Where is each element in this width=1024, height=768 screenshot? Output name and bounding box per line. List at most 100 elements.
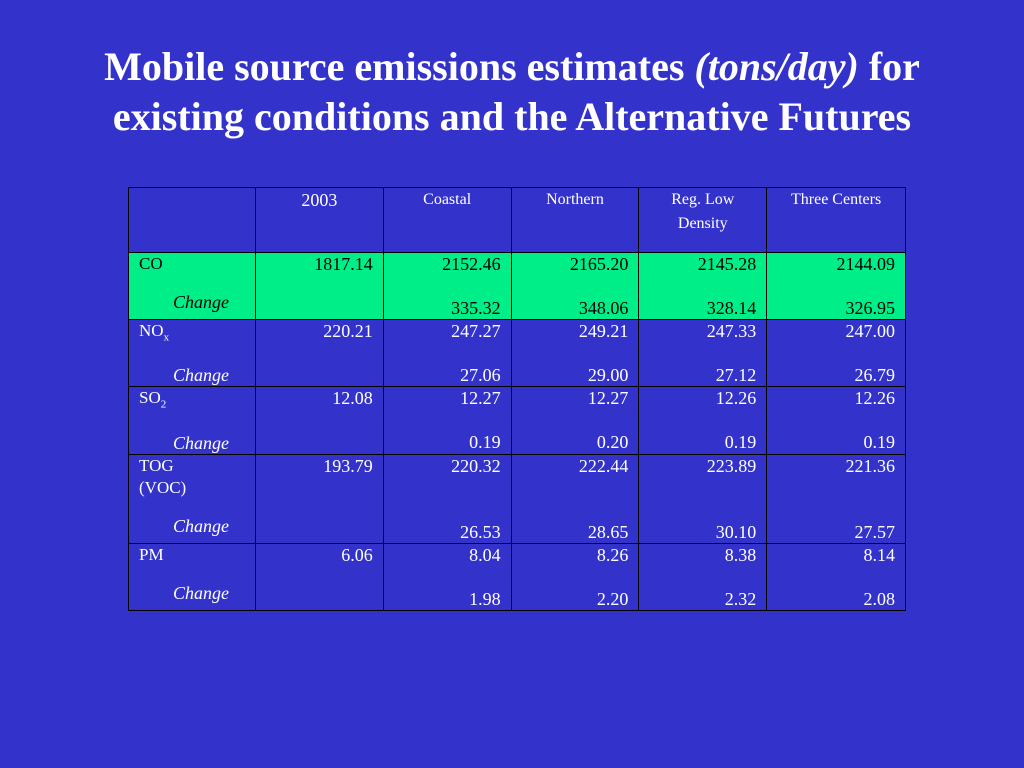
pollutant-name-text: NO xyxy=(139,321,164,340)
emission-value: 193.79 xyxy=(323,455,373,476)
pollutant-name: CO xyxy=(139,253,245,275)
table-row: SO2 Change 12.08 12.27 0.19 12.27 0.20 12.26 0.1… xyxy=(128,386,906,455)
value-cell: 247.33 27.12 xyxy=(638,318,768,388)
change-value: 0.19 xyxy=(863,432,896,453)
header-2003: 2003 xyxy=(254,187,384,253)
emission-value: 2165.20 xyxy=(569,254,629,274)
change-value: 29.00 xyxy=(587,365,629,385)
change-value: 0.19 xyxy=(724,432,757,453)
emission-value: 2145.28 xyxy=(697,254,757,274)
value-cell: 12.27 0.20 xyxy=(510,386,640,455)
change-value: 1.98 xyxy=(469,588,501,609)
emission-value: 8.26 xyxy=(596,544,629,565)
change-value: 26.79 xyxy=(854,365,896,385)
value-cell: 12.26 0.19 xyxy=(766,386,906,455)
change-value xyxy=(266,297,373,319)
header-corner xyxy=(128,187,256,253)
pollutant-name-text: TOG xyxy=(139,455,174,475)
value-cell: 222.44 28.65 xyxy=(510,453,640,544)
change-label: Change xyxy=(173,582,229,603)
change-value: 328.14 xyxy=(706,298,757,318)
row-label-cell: SO2 Change xyxy=(128,386,256,455)
value-cell: 247.00 26.79 xyxy=(766,318,906,388)
change-value: 27.12 xyxy=(715,365,757,385)
row-label-cell: PM Change xyxy=(128,542,256,611)
table-body: CO Change 1817.14 2152.46 335.32 2165.20 348.0… xyxy=(128,252,906,611)
change-value: 326.95 xyxy=(845,298,896,318)
table-row: CO Change 1817.14 2152.46 335.32 2165.20 348.0… xyxy=(128,252,906,320)
emission-value: 222.44 xyxy=(578,455,629,476)
change-label: Change xyxy=(173,432,229,453)
change-value: 2.08 xyxy=(863,588,896,609)
change-value xyxy=(266,431,373,453)
change-value: 2.32 xyxy=(724,588,757,609)
value-cell: 223.89 30.10 xyxy=(638,453,768,544)
table-row: PM Change 6.06 8.04 1.98 8.26 2.20 8.38 2.32 8.14… xyxy=(128,542,906,611)
value-cell: 247.27 27.06 xyxy=(382,318,512,388)
emission-value: 8.14 xyxy=(863,544,896,565)
value-cell: 2152.46 335.32 xyxy=(382,252,512,320)
change-value: 26.53 xyxy=(460,521,501,542)
pollutant-name: PM xyxy=(139,544,245,566)
header-northern: Northern xyxy=(510,187,640,253)
change-value: 28.65 xyxy=(587,521,629,542)
emission-value: 8.38 xyxy=(724,544,757,565)
change-label: Change xyxy=(173,365,229,386)
change-label: Change xyxy=(173,292,229,312)
emission-value: 249.21 xyxy=(578,321,629,341)
value-cell: 6.06 xyxy=(254,542,384,611)
slide-title: Mobile source emissions estimates (tons/… xyxy=(0,42,1024,142)
emission-value: 223.89 xyxy=(706,455,757,476)
emission-value: 220.21 xyxy=(323,321,373,341)
change-value xyxy=(266,588,373,610)
pollutant-name-text: CO xyxy=(139,254,163,273)
emission-value: 247.33 xyxy=(706,321,757,341)
title-text-end: for xyxy=(858,44,920,89)
value-cell: 12.26 0.19 xyxy=(638,386,768,455)
emission-value: 12.08 xyxy=(332,388,373,409)
change-value xyxy=(266,364,373,386)
row-label-cell: CO Change xyxy=(128,252,256,320)
value-cell: 221.36 27.57 xyxy=(766,453,906,544)
change-value: 0.20 xyxy=(596,432,629,453)
emission-value: 6.06 xyxy=(341,544,373,565)
title-units: (tons/day) xyxy=(694,44,859,89)
header-three-centers: Three Centers xyxy=(766,187,906,253)
table-header-row: 2003 Coastal Northern Reg. Low Density T… xyxy=(128,187,906,253)
header-coastal: Coastal xyxy=(382,187,512,253)
pollutant-name: SO2 xyxy=(139,387,245,415)
header-reg-low-density: Reg. Low Density xyxy=(638,187,768,253)
title-text: Mobile source emissions estimates xyxy=(104,44,695,89)
value-cell: 1817.14 xyxy=(254,252,384,320)
change-value: 335.32 xyxy=(451,298,501,318)
value-cell: 2144.09 326.95 xyxy=(766,252,906,320)
value-cell: 249.21 29.00 xyxy=(510,318,640,388)
emission-value: 12.26 xyxy=(715,388,757,409)
change-value: 27.06 xyxy=(460,365,501,385)
value-cell: 8.14 2.08 xyxy=(766,542,906,611)
title-line-2: existing conditions and the Alternative … xyxy=(112,94,912,139)
emission-value: 247.27 xyxy=(451,321,501,341)
value-cell: 8.04 1.98 xyxy=(382,542,512,611)
change-label: Change xyxy=(173,515,229,536)
row-label-cell: NOx Change xyxy=(128,318,256,388)
value-cell: 8.26 2.20 xyxy=(510,542,640,611)
pollutant-subscript: x xyxy=(163,331,170,344)
change-value: 2.20 xyxy=(596,588,629,609)
emission-value: 220.32 xyxy=(451,455,501,476)
pollutant-name-secondary: (VOC) xyxy=(139,477,187,497)
change-value xyxy=(266,521,373,543)
change-value: 0.19 xyxy=(469,432,501,453)
pollutant-name-text: SO xyxy=(139,388,161,408)
pollutant-name-text: PM xyxy=(139,544,164,564)
change-value: 30.10 xyxy=(715,521,757,542)
emission-value: 247.00 xyxy=(845,321,896,341)
value-cell: 8.38 2.32 xyxy=(638,542,768,611)
emission-value: 12.26 xyxy=(854,388,896,409)
emissions-table: 2003 Coastal Northern Reg. Low Density T… xyxy=(128,187,906,611)
pollutant-subscript: 2 xyxy=(160,398,167,411)
emission-value: 221.36 xyxy=(845,455,896,476)
value-cell: 2145.28 328.14 xyxy=(638,252,768,320)
value-cell: 12.27 0.19 xyxy=(382,386,512,455)
title-line-1: Mobile source emissions estimates (tons/… xyxy=(0,42,1024,92)
